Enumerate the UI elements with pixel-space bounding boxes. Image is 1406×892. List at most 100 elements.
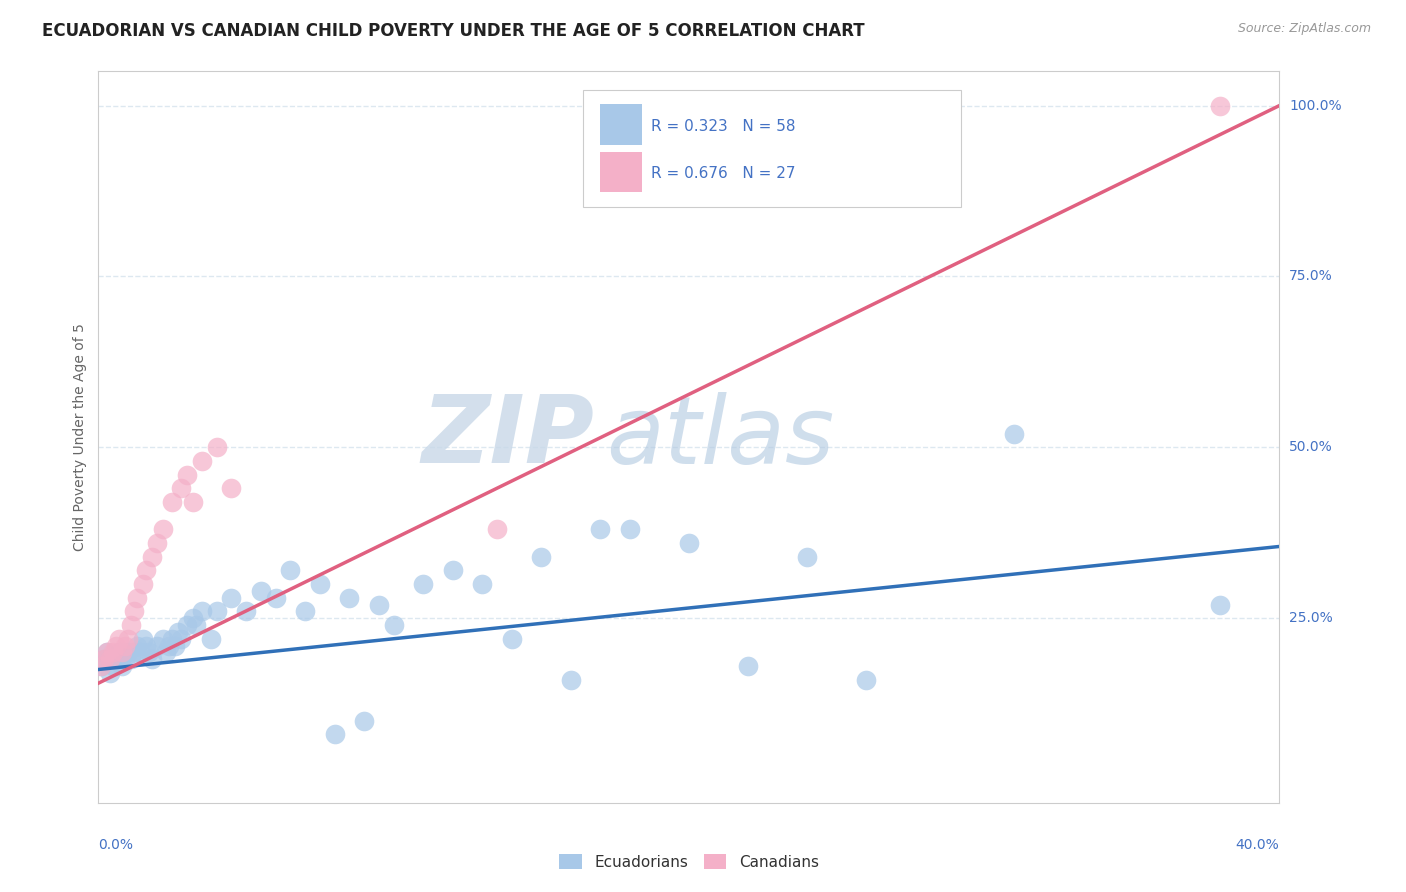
Point [353,714,375,728]
FancyBboxPatch shape [582,90,960,207]
Point [105,652,128,666]
Text: Source: ZipAtlas.com: Source: ZipAtlas.com [1237,22,1371,36]
Point [138,645,160,659]
Point [162,495,183,509]
Text: R = 0.676   N = 27: R = 0.676 N = 27 [651,166,796,181]
Point [219,591,242,605]
Point [205,440,228,454]
Point [114,652,136,666]
Point [117,645,139,659]
Point [135,639,157,653]
Point [157,639,180,653]
Point [1002,426,1025,441]
Text: 25.0%: 25.0% [1289,611,1333,625]
Point [235,604,257,618]
Point [501,632,523,646]
Text: ZIP: ZIP [422,391,595,483]
Point [120,652,142,666]
Point [146,639,169,653]
Point [146,536,169,550]
Point [560,673,582,687]
Point [264,591,287,605]
Point [135,563,157,577]
Point [114,639,136,653]
Point [90,659,112,673]
Point [619,522,641,536]
Point [128,645,150,659]
Point [152,632,174,646]
Point [111,645,134,659]
Point [96,645,118,659]
Point [1209,98,1232,112]
Legend: Ecuadorians, Canadians: Ecuadorians, Canadians [553,847,825,876]
Text: 0.0%: 0.0% [98,838,134,853]
Text: 40.0%: 40.0% [1236,838,1279,853]
Point [796,549,818,564]
Point [368,598,391,612]
Point [1209,598,1232,612]
Point [382,618,405,632]
Point [170,632,193,646]
Point [155,645,177,659]
Point [98,652,121,666]
Point [170,481,193,495]
Point [181,495,204,509]
Point [165,639,187,653]
Point [412,577,434,591]
Text: atlas: atlas [606,392,835,483]
Point [122,604,145,618]
Point [152,522,174,536]
Point [105,639,128,653]
Text: R = 0.323   N = 58: R = 0.323 N = 58 [651,119,796,134]
Point [132,577,155,591]
Point [90,659,112,673]
Point [162,632,183,646]
Point [96,645,118,659]
Point [132,632,155,646]
Point [471,577,494,591]
Point [108,645,131,659]
Point [441,563,464,577]
Point [93,652,115,666]
Point [278,563,302,577]
Point [167,624,190,639]
Point [120,618,142,632]
Point [309,577,332,591]
Point [125,591,148,605]
Bar [600,104,641,145]
Point [678,536,700,550]
Point [122,645,145,659]
Point [176,467,198,482]
Point [219,481,242,495]
Point [184,618,207,632]
Point [176,618,198,632]
Point [589,522,612,536]
Point [200,632,222,646]
Point [486,522,509,536]
Point [191,454,214,468]
Point [111,659,134,673]
Point [141,549,163,564]
Text: ECUADORIAN VS CANADIAN CHILD POVERTY UNDER THE AGE OF 5 CORRELATION CHART: ECUADORIAN VS CANADIAN CHILD POVERTY UND… [42,22,865,40]
Text: 100.0%: 100.0% [1289,98,1341,112]
Point [98,665,121,680]
Point [737,659,759,673]
Point [108,632,131,646]
Point [294,604,316,618]
Point [530,549,553,564]
Text: 75.0%: 75.0% [1289,269,1333,284]
Point [117,632,139,646]
Point [181,611,204,625]
Point [323,727,346,741]
Point [191,604,214,618]
Point [125,639,148,653]
Point [205,604,228,618]
Y-axis label: Child Poverty Under the Age of 5: Child Poverty Under the Age of 5 [73,323,87,551]
Point [855,673,877,687]
Point [93,652,115,666]
Text: 50.0%: 50.0% [1289,441,1333,454]
Point [103,645,125,659]
Point [250,583,273,598]
Point [337,591,360,605]
Bar [600,152,641,192]
